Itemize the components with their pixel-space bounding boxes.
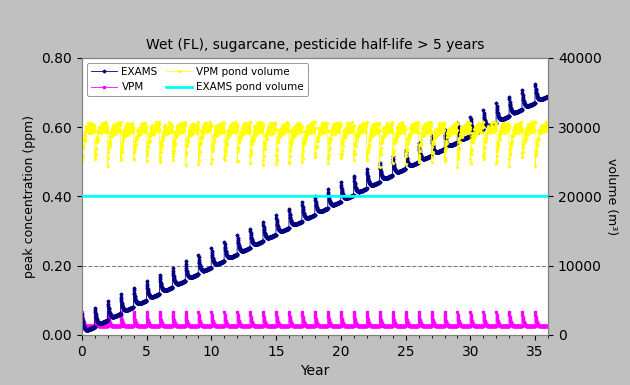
VPM: [224, 323, 232, 328]
VPM: [78, 310, 86, 315]
VPM pond volume: [78, 155, 86, 159]
VPM pond volume: [217, 127, 224, 131]
VPM pond volume: [541, 126, 548, 131]
EXAMS pond volume: [217, 194, 224, 199]
EXAMS pond volume: [544, 194, 552, 199]
EXAMS pond volume: [476, 194, 483, 199]
VPM: [91, 324, 98, 328]
EXAMS pond volume: [540, 194, 547, 199]
VPM: [217, 324, 225, 328]
VPM: [544, 324, 552, 328]
Line: VPM: VPM: [81, 311, 549, 327]
Y-axis label: peak concentration (ppm): peak concentration (ppm): [23, 115, 36, 278]
EXAMS pond volume: [231, 194, 238, 199]
Line: VPM pond volume: VPM pond volume: [81, 121, 549, 168]
Legend: EXAMS, VPM, VPM pond volume, EXAMS pond volume: EXAMS, VPM, VPM pond volume, EXAMS pond …: [87, 63, 308, 97]
VPM: [476, 324, 484, 328]
EXAMS: [224, 255, 232, 259]
EXAMS: [322, 207, 329, 212]
EXAMS pond volume: [224, 194, 232, 199]
EXAMS: [78, 312, 86, 316]
Title: Wet (FL), sugarcane, pesticide half-life > 5 years: Wet (FL), sugarcane, pesticide half-life…: [146, 38, 484, 52]
EXAMS: [231, 253, 238, 258]
VPM: [540, 324, 547, 328]
Line: EXAMS: EXAMS: [81, 83, 549, 331]
EXAMS pond volume: [321, 194, 329, 199]
VPM pond volume: [231, 129, 238, 133]
VPM pond volume: [224, 132, 232, 137]
EXAMS: [217, 260, 225, 265]
VPM pond volume: [376, 165, 384, 169]
VPM: [322, 324, 329, 328]
EXAMS: [544, 94, 552, 99]
EXAMS pond volume: [78, 194, 86, 199]
X-axis label: Year: Year: [301, 364, 329, 378]
EXAMS: [531, 81, 539, 86]
Y-axis label: volume (m³): volume (m³): [605, 158, 619, 235]
VPM pond volume: [321, 124, 329, 129]
EXAMS: [83, 328, 91, 332]
VPM pond volume: [544, 124, 552, 129]
VPM: [231, 324, 238, 328]
EXAMS: [476, 129, 484, 133]
VPM pond volume: [479, 119, 486, 124]
VPM pond volume: [476, 130, 484, 135]
EXAMS: [541, 96, 548, 100]
